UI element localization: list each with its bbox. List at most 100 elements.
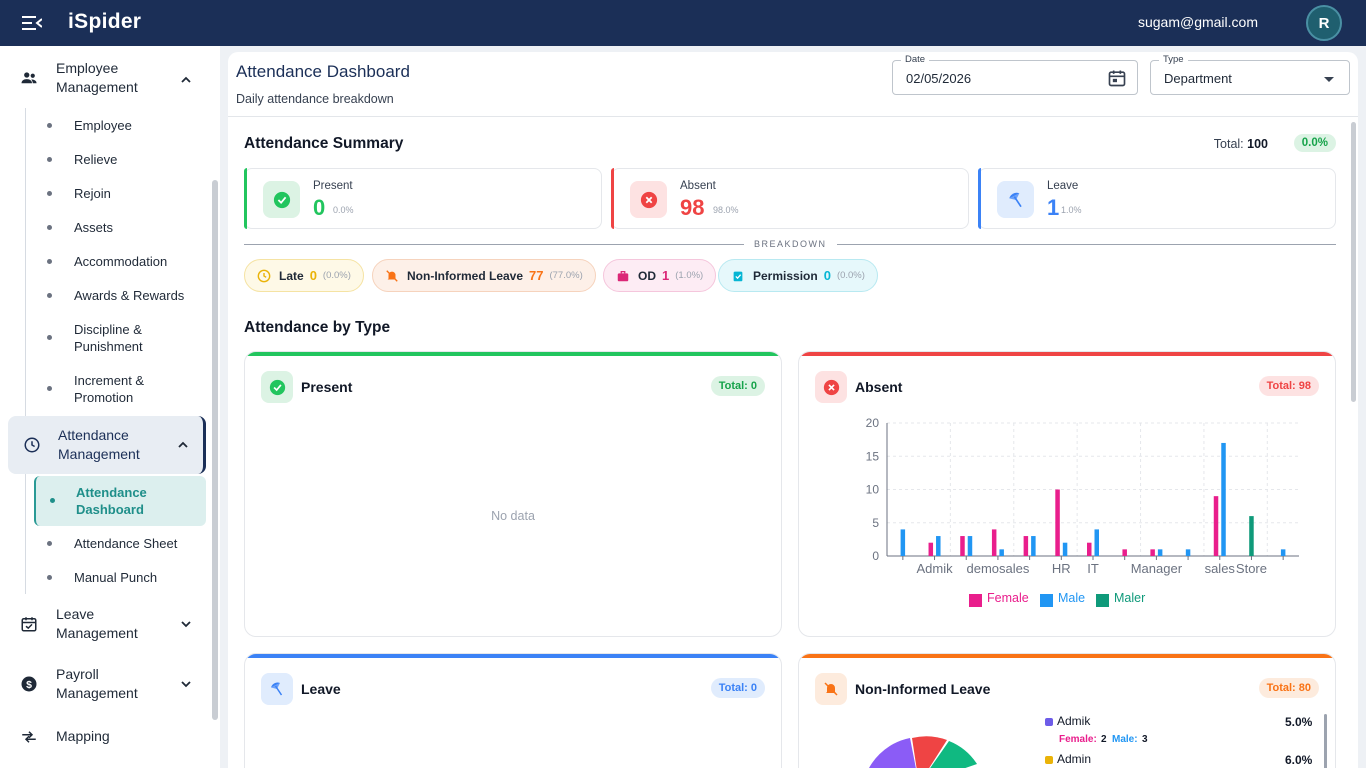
chevron-up-icon[interactable] (177, 439, 189, 451)
list-scrollbar[interactable] (1324, 714, 1327, 768)
type-select[interactable]: Type Department (1150, 54, 1350, 95)
sidebar-group-label: Mapping (56, 728, 110, 744)
summary-card-value: 98 (680, 195, 705, 220)
sidebar-item-accommodation[interactable]: Accommodation (40, 253, 210, 270)
sidebar-group-attendance-management[interactable]: Attendance Management (8, 416, 206, 474)
sidebar-item-attendance-sheet[interactable]: Attendance Sheet (40, 535, 210, 552)
legend-male[interactable]: Male (1058, 591, 1086, 605)
pie-slice (912, 736, 947, 768)
chip-label: Non-Informed Leave (407, 268, 524, 283)
page-subtitle: Daily attendance breakdown (236, 92, 394, 106)
nil-male-value: 3 (1142, 734, 1148, 745)
bar-male (936, 536, 941, 556)
y-tick-label: 15 (866, 449, 880, 463)
bar-male (1185, 549, 1191, 556)
type-card-total: Total: 80 (1258, 678, 1319, 698)
x-tick-label: sales (1205, 561, 1236, 576)
card-accent (245, 352, 781, 356)
sidebar-item-discipline-punishment[interactable]: Discipline & Punishment (40, 321, 210, 355)
type-card-title: Non-Informed Leave (855, 681, 991, 697)
summary-card-absent: Absent 98 98.0% (611, 168, 969, 229)
nil-row-pct: 5.0% (1285, 715, 1313, 729)
absent-bar-chart: 0 5 10 15 20 Admik demosales HR IT Manager sales St… (866, 416, 1299, 576)
sidebar-item-employee[interactable]: Employee (40, 117, 210, 134)
sidebar-group-mapping[interactable]: Mapping (0, 722, 208, 752)
page-title: Attendance Dashboard (236, 62, 410, 81)
legend-maler[interactable]: Maler (1114, 591, 1146, 605)
x-tick-label: Admik (916, 561, 953, 576)
sidebar-item-assets[interactable]: Assets (40, 219, 210, 236)
chip-value: 0 (823, 268, 831, 283)
bullet-icon (47, 191, 52, 196)
calendar-icon[interactable] (1107, 68, 1127, 88)
bar-male (1221, 442, 1226, 556)
bar-male (1280, 549, 1286, 556)
x-tick-label: IT (1087, 561, 1099, 576)
x-tick-label: HR (1052, 561, 1071, 576)
chevron-up-icon[interactable] (180, 74, 192, 86)
nil-row-name: Admik (1057, 714, 1091, 728)
bar-male (1062, 542, 1068, 556)
type-select-label: Type (1159, 54, 1188, 65)
sidebar-item-manual-punch[interactable]: Manual Punch (40, 569, 210, 586)
pie-slice (930, 741, 977, 768)
chip-pct: (0.0%) (836, 270, 865, 281)
caret-down-icon[interactable] (1319, 69, 1339, 89)
type-card-leave: Leave Total: 0 (244, 653, 782, 768)
sidebar-item-rejoin[interactable]: Rejoin (40, 185, 210, 202)
bar-female (1213, 496, 1219, 556)
legend-admin-swatch (1045, 756, 1053, 764)
top-bar: iSpider sugam@gmail.com R (0, 0, 1366, 46)
chip-value: 77 (529, 268, 544, 283)
briefcase-icon (617, 270, 629, 281)
sidebar-group-employee-management[interactable]: Employee Management (0, 58, 208, 98)
summary-card-leave: Leave 1 1.0% (978, 168, 1336, 229)
card-accent (799, 654, 1335, 658)
nil-female-label: Female: (1059, 734, 1097, 745)
bullet-icon (47, 259, 52, 264)
chip-od: OD 1 (1.0%) (603, 259, 717, 292)
summary-title: Attendance Summary (244, 135, 404, 152)
bell-off-icon (386, 269, 398, 282)
chevron-down-icon[interactable] (180, 618, 192, 630)
sidebar-item-awards-rewards[interactable]: Awards & Rewards (40, 287, 210, 304)
bullet-icon (47, 335, 52, 340)
bullet-icon (47, 157, 52, 162)
type-card-absent: Absent Total: 98 0 5 10 15 20 Admik demosales H… (798, 351, 1336, 637)
x-tick-label: Store (1236, 561, 1267, 576)
bullet-icon (47, 386, 52, 391)
chip-pct: (77.0%) (549, 270, 583, 281)
chevron-down-icon[interactable] (180, 678, 192, 690)
sidebar-item-attendance-dashboard[interactable]: Attendance Dashboard (34, 476, 206, 526)
bar-female (1055, 489, 1060, 556)
bar-female (1023, 536, 1029, 556)
card-accent (245, 654, 781, 658)
legend-female[interactable]: Female (987, 591, 1029, 605)
card-accent (611, 168, 614, 229)
check-circle-icon (263, 181, 300, 218)
menu-collapse-icon[interactable] (22, 14, 42, 32)
chip-pct: (1.0%) (675, 270, 704, 281)
bar-male (1157, 549, 1163, 556)
tree-line (25, 108, 26, 418)
sidebar-scrollbar[interactable] (212, 180, 218, 720)
umbrella-icon (997, 181, 1034, 218)
umbrella-icon (261, 673, 293, 705)
sidebar-group-leave-management[interactable]: Leave Management (0, 604, 208, 644)
avatar[interactable]: R (1306, 5, 1342, 41)
bar-male (999, 549, 1004, 556)
chip-value: 1 (662, 268, 670, 283)
bar-male (900, 529, 906, 556)
sidebar-group-label: Employee Management (56, 60, 138, 95)
sidebar-item-increment-promotion[interactable]: Increment & Promotion (40, 372, 210, 406)
type-card-non-informed-leave: Non-Informed Leave Total: 80 Admik 5.0% … (798, 653, 1336, 768)
total-label: Total: (1213, 137, 1244, 151)
by-type-title: Attendance by Type (244, 319, 391, 336)
summary-total-pct: 0.0% (1293, 134, 1336, 152)
date-field[interactable]: Date 02/05/2026 (892, 54, 1138, 95)
sidebar-group-payroll-management[interactable]: $ Payroll Management (0, 664, 208, 704)
main-scrollbar[interactable] (1351, 122, 1356, 402)
chip-pct: (0.0%) (322, 270, 351, 281)
chip-late: Late 0 (0.0%) (244, 259, 364, 292)
sidebar-item-relieve[interactable]: Relieve (40, 151, 210, 168)
